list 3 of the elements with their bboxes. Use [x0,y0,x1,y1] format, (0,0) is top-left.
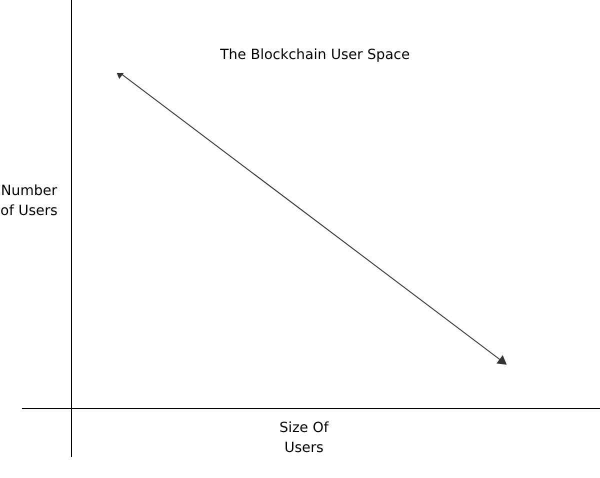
chart-title: The Blockchain User Space [219,46,411,65]
y-axis-title: Number of Users [0,182,58,221]
x-axis-title: Size Of Users [278,419,330,458]
